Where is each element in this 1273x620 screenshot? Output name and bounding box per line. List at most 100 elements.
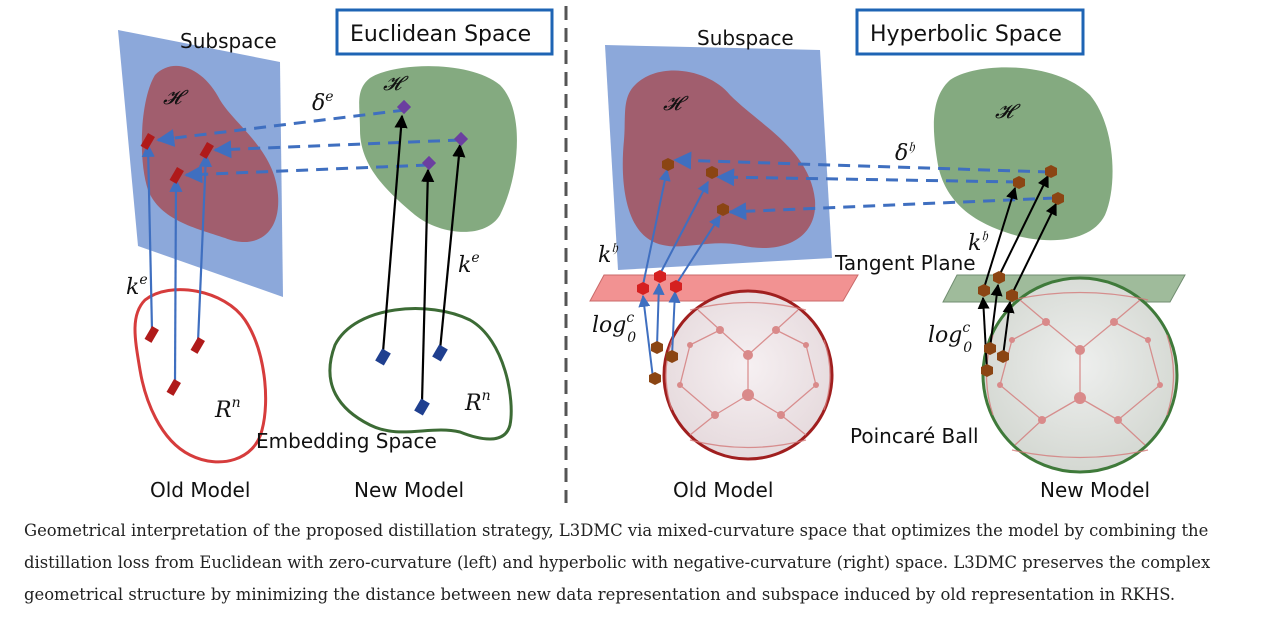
euclidean-old-embedding-space <box>133 288 268 464</box>
hyperbolic-log-arrow-1 <box>638 294 654 379</box>
euclidean-projection-arrow-3 <box>196 153 213 343</box>
euclidean-distance-arrow-3 <box>184 163 429 184</box>
hyperbolic-log-left: logc 0 <box>592 310 636 346</box>
ball-edge <box>1117 384 1161 421</box>
ball-arc <box>689 301 807 311</box>
ball-arc <box>823 339 831 411</box>
point <box>432 344 448 362</box>
point <box>414 398 430 416</box>
ball-edge <box>999 339 1013 386</box>
euclidean-distance-arrow-2 <box>213 138 461 159</box>
hyperbolic-projection-arrow-3 <box>676 214 721 284</box>
ball-node <box>813 382 819 388</box>
ball-edge <box>1011 321 1047 341</box>
ball-node <box>1114 416 1122 424</box>
ball-edge <box>747 394 782 416</box>
euclidean-new-embedding-space <box>328 307 513 441</box>
ball-node <box>677 382 683 388</box>
euclidean-new-model-label: New Model <box>354 478 464 502</box>
ball-node <box>772 326 780 334</box>
euclidean-distance-arrow-1 <box>156 108 406 147</box>
point <box>637 282 649 295</box>
hyperbolic-log-right: logc 0 <box>928 320 972 356</box>
euclidean-subspace-label: Subspace <box>180 29 277 53</box>
hyperbolic-distance-arrow-1 <box>673 151 1051 174</box>
ball-edge <box>805 344 817 386</box>
hyperbolic-tangent-label: Tangent Plane <box>834 251 976 275</box>
hyperbolic-new-points <box>978 165 1064 377</box>
ball-node <box>1009 337 1015 343</box>
euclidean-old-model-label: Old Model <box>150 478 250 502</box>
hyperbolic-title: Hyperbolic Space <box>870 22 1062 47</box>
euclidean-title: Euclidean Space <box>350 22 531 47</box>
ball-edge <box>1113 299 1141 323</box>
ball-edge <box>689 329 721 346</box>
euclidean-old-points <box>140 132 214 396</box>
point <box>144 325 159 343</box>
hyperbolic-projection-arrow-2 <box>659 180 709 275</box>
point <box>651 341 663 354</box>
euclidean-projection-arrow-6 <box>438 143 466 351</box>
point <box>654 270 666 283</box>
ball-node <box>1042 318 1050 326</box>
ball-edge <box>719 329 749 356</box>
ball-edge <box>1079 397 1119 421</box>
point <box>984 342 996 355</box>
ball-edge <box>1045 321 1081 351</box>
euclidean-k-left: ke <box>126 272 148 300</box>
ball-edge <box>679 384 716 416</box>
ball-node <box>803 342 809 348</box>
hyperbolic-title-box <box>855 8 1085 56</box>
hyperbolic-log-arrow-2 <box>652 282 665 347</box>
ball-arc <box>1011 449 1149 459</box>
euclidean-title-box <box>335 8 554 56</box>
hyperbolic-projection-arrow-1 <box>642 168 671 286</box>
ball-edge <box>775 309 799 331</box>
ball-edge <box>1041 397 1081 421</box>
hyperbolic-distance-arrow-3 <box>728 196 1056 221</box>
hyperbolic-projection-arrow-6 <box>1011 202 1057 295</box>
hyperbolic-new-model-label: New Model <box>1040 478 1150 502</box>
point <box>421 155 437 171</box>
diagram-figure: Euclidean Space Subspace 𝓗 𝓗 δe Rn Rn Em… <box>118 6 1186 503</box>
point <box>717 203 729 216</box>
ball-node <box>1157 382 1163 388</box>
point <box>396 99 412 115</box>
point <box>1006 289 1018 302</box>
point <box>649 372 661 385</box>
ball-edge <box>1117 419 1146 446</box>
ball-node <box>1038 416 1046 424</box>
ball-arc <box>1166 334 1175 416</box>
euclidean-projection-arrow-1 <box>141 143 155 331</box>
ball-edge <box>780 414 807 436</box>
hyperbolic-projection-arrow-4 <box>983 186 1018 289</box>
point <box>666 350 678 363</box>
point <box>166 378 181 396</box>
hyperbolic-log-arrow-3 <box>668 290 681 357</box>
hyperbolic-old-h-region <box>622 70 816 248</box>
ball-edge <box>1019 299 1047 323</box>
ball-node <box>716 326 724 334</box>
ball-edge <box>775 329 807 346</box>
point <box>993 271 1005 284</box>
euclidean-projection-arrow-5 <box>420 168 435 403</box>
ball-arc <box>689 439 807 449</box>
euclidean-embedding-label: Embedding Space <box>256 429 437 453</box>
point <box>199 141 214 159</box>
ball-edge <box>1113 321 1149 341</box>
ball-node <box>1145 337 1151 343</box>
hyperbolic-old-points <box>637 158 729 385</box>
ball-node <box>1075 345 1085 355</box>
ball-node <box>997 382 1003 388</box>
point <box>978 284 990 297</box>
point <box>706 166 718 179</box>
point <box>169 166 184 184</box>
hyperbolic-subspace-label: Subspace <box>697 26 794 50</box>
point <box>140 132 155 150</box>
hyperbolic-k-right: k𝔥 <box>968 228 988 256</box>
ball-node <box>777 411 785 419</box>
ball-edge <box>679 344 691 386</box>
ball-edge <box>780 384 817 416</box>
euclidean-projection-arrow-2 <box>169 178 183 385</box>
point <box>1013 176 1025 189</box>
